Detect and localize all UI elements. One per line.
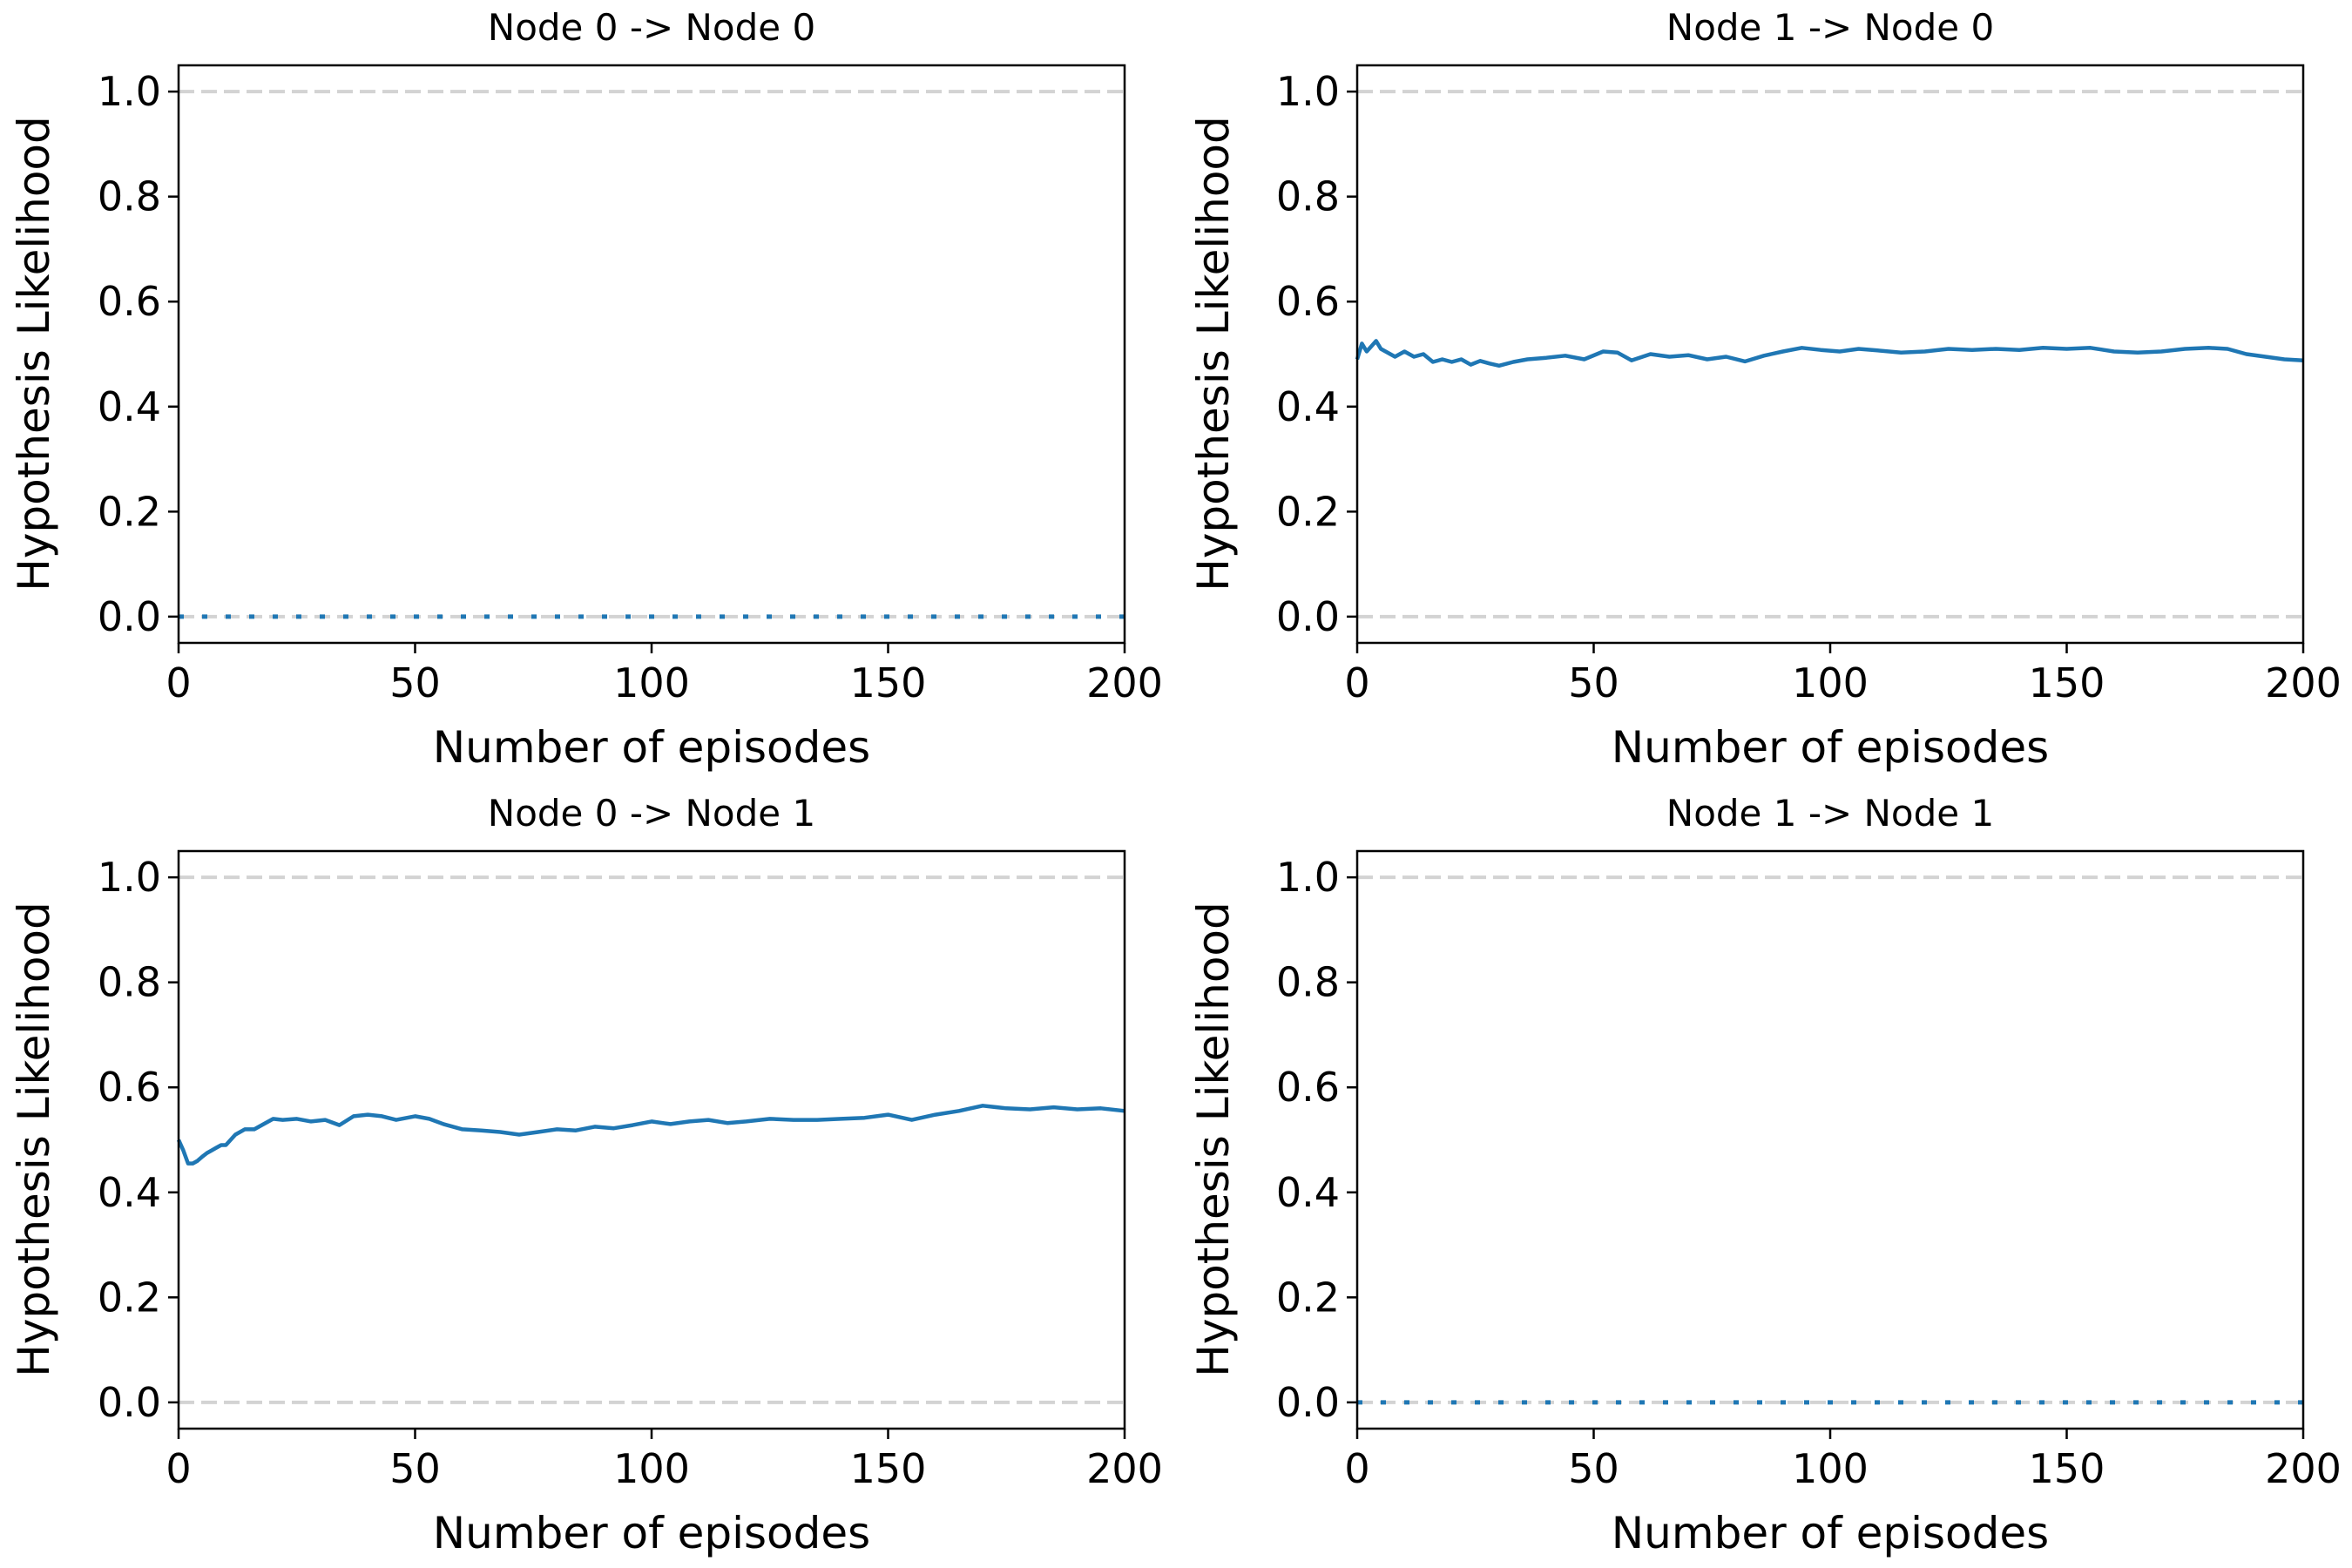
x-tick-label: 0 — [1344, 659, 1369, 706]
y-tick-label: 0.8 — [98, 959, 161, 1006]
subplot-node1-to-node0: Node 1 -> Node 0 Hypothesis Likelihood N… — [1188, 6, 2342, 773]
y-tick-label: 0.6 — [1276, 278, 1340, 325]
series-line — [176, 1104, 1125, 1166]
x-tick-label: 100 — [613, 659, 690, 706]
y-tick-label: 0.0 — [98, 1379, 161, 1426]
subplot-node0-to-node1: Node 0 -> Node 1 Hypothesis Likelihood N… — [9, 792, 1163, 1558]
x-tick-label: 150 — [2029, 659, 2105, 706]
x-tick-label: 100 — [1792, 1445, 1869, 1492]
x-tick-label: 200 — [1086, 1445, 1163, 1492]
y-tick-label: 1.0 — [98, 68, 161, 115]
y-tick-label: 0.2 — [98, 488, 161, 535]
series-line — [1355, 339, 2304, 368]
y-tick-label: 1.0 — [1276, 68, 1340, 115]
subplot-node0-to-node0: Node 0 -> Node 0 Hypothesis Likelihood N… — [9, 6, 1163, 773]
subplot-title: Node 1 -> Node 1 — [1666, 792, 1994, 835]
x-tick-label: 50 — [1568, 1445, 1619, 1492]
y-tick-label: 0.2 — [1276, 488, 1340, 535]
y-axis-label: Hypothesis Likelihood — [9, 902, 59, 1377]
subplot-title: Node 1 -> Node 0 — [1666, 6, 1994, 49]
x-tick-label: 150 — [850, 659, 927, 706]
y-axis-label: Hypothesis Likelihood — [1188, 116, 1239, 591]
x-axis-label: Number of episodes — [433, 1508, 870, 1558]
x-tick-label: 50 — [389, 659, 441, 706]
x-tick-label: 200 — [2265, 1445, 2342, 1492]
y-tick-label: 0.4 — [1276, 1169, 1340, 1216]
y-tick-label: 0.8 — [1276, 959, 1340, 1006]
plot-area: 0 50 100 150 200 0.0 0.2 0.4 0.6 0.8 1.0 — [98, 64, 1163, 706]
y-tick-label: 0.0 — [1276, 1379, 1340, 1426]
axes-frame — [1355, 849, 2305, 1430]
plot-area: 0 50 100 150 200 0.0 0.2 0.4 0.6 0.8 1.0 — [1276, 849, 2342, 1492]
y-tick-label: 0.4 — [1276, 383, 1340, 430]
y-tick-label: 1.0 — [1276, 854, 1340, 901]
x-tick-label: 100 — [613, 1445, 690, 1492]
y-tick-label: 0.6 — [1276, 1064, 1340, 1111]
x-tick-label: 150 — [2029, 1445, 2105, 1492]
x-axis-label: Number of episodes — [1612, 1508, 2049, 1558]
y-tick-label: 0.0 — [1276, 593, 1340, 640]
y-tick-label: 0.2 — [98, 1274, 161, 1321]
axes-frame — [177, 849, 1126, 1430]
y-axis-label: Hypothesis Likelihood — [1188, 902, 1239, 1377]
y-tick-label: 0.4 — [98, 383, 161, 430]
y-tick-label: 1.0 — [98, 854, 161, 901]
x-tick-label: 200 — [2265, 659, 2342, 706]
y-tick-label: 0.6 — [98, 278, 161, 325]
x-tick-label: 150 — [850, 1445, 927, 1492]
x-tick-label: 0 — [166, 1445, 191, 1492]
x-tick-label: 0 — [166, 659, 191, 706]
x-tick-label: 50 — [1568, 659, 1619, 706]
plot-area: 0 50 100 150 200 0.0 0.2 0.4 0.6 0.8 1.0 — [98, 849, 1163, 1492]
x-tick-label: 100 — [1792, 659, 1869, 706]
x-axis-label: Number of episodes — [433, 722, 870, 773]
x-tick-label: 0 — [1344, 1445, 1369, 1492]
y-tick-label: 0.8 — [98, 173, 161, 220]
y-axis-label: Hypothesis Likelihood — [9, 116, 59, 591]
plot-area: 0 50 100 150 200 0.0 0.2 0.4 0.6 0.8 1.0 — [1276, 64, 2342, 706]
x-tick-label: 50 — [389, 1445, 441, 1492]
subplot-title: Node 0 -> Node 1 — [488, 792, 815, 835]
axes-frame — [177, 64, 1126, 645]
y-tick-label: 0.6 — [98, 1064, 161, 1111]
x-tick-label: 200 — [1086, 659, 1163, 706]
subplot-title: Node 0 -> Node 0 — [488, 6, 815, 49]
subplot-node1-to-node1: Node 1 -> Node 1 Hypothesis Likelihood N… — [1188, 792, 2342, 1558]
axes-frame — [1355, 64, 2305, 645]
y-tick-label: 0.8 — [1276, 173, 1340, 220]
y-tick-label: 0.2 — [1276, 1274, 1340, 1321]
y-tick-label: 0.4 — [98, 1169, 161, 1216]
y-tick-label: 0.0 — [98, 593, 161, 640]
x-axis-label: Number of episodes — [1612, 722, 2049, 773]
